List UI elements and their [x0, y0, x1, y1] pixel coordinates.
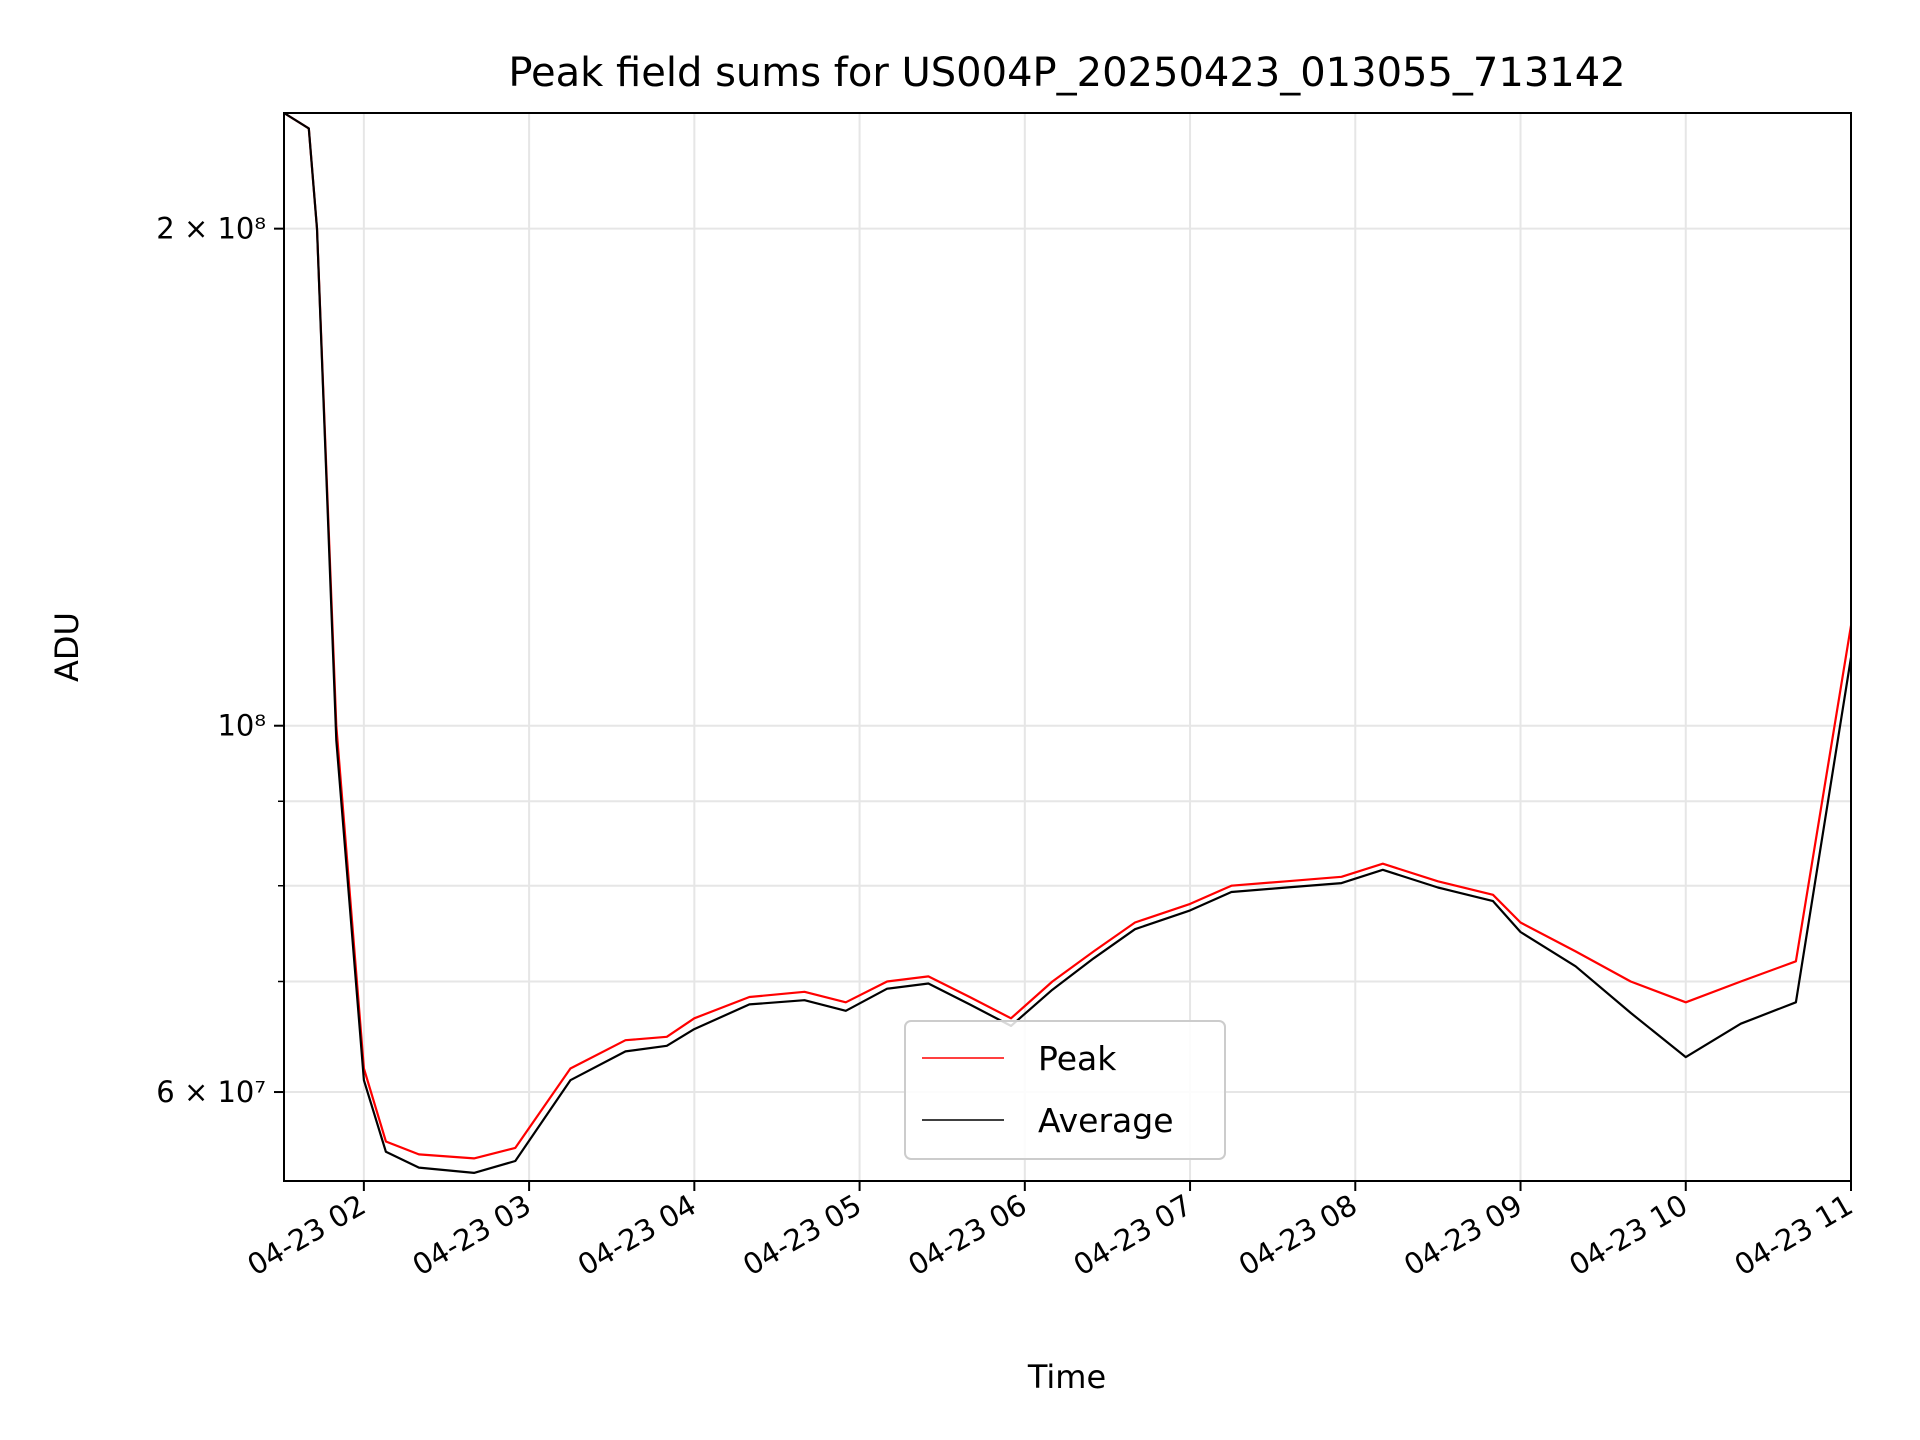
grid [284, 113, 1852, 1181]
legend-label-peak: Peak [1038, 1039, 1117, 1078]
chart-title: Peak field sums for US004P_20250423_0130… [508, 50, 1625, 96]
x-tick-label: 04-23 05 [737, 1188, 867, 1283]
x-tick-label: 04-23 11 [1729, 1188, 1859, 1283]
legend: Peak Average [904, 1020, 1226, 1160]
series-layer [284, 113, 1851, 1175]
x-tick-label: 04-23 02 [241, 1188, 371, 1283]
x-tick-label: 04-23 08 [1233, 1188, 1363, 1283]
series-average-line [284, 113, 1851, 1175]
x-axis: 04-23 02 04-23 03 04-23 04 04-23 05 04-23 06… [241, 1181, 1859, 1283]
y-axis: 6 × 10⁷ 10⁸ 2 × 10⁸ [156, 212, 284, 1109]
x-tick-label: 04-23 04 [572, 1188, 702, 1283]
series-peak-line [284, 113, 1851, 1160]
plot-frame [283, 112, 1852, 1182]
x-tick-label: 04-23 03 [407, 1188, 537, 1283]
y-tick-label: 10⁸ [217, 709, 266, 743]
y-tick-label: 6 × 10⁷ [156, 1075, 266, 1109]
y-tick-label: 2 × 10⁸ [156, 212, 266, 246]
y-axis-label: ADU [48, 612, 86, 682]
x-tick-label: 04-23 07 [1068, 1188, 1198, 1283]
x-tick-label: 04-23 06 [902, 1188, 1032, 1283]
x-axis-label: Time [1027, 1358, 1106, 1396]
legend-box [904, 1020, 1226, 1160]
x-tick-label: 04-23 10 [1563, 1188, 1693, 1283]
x-tick-label: 04-23 09 [1398, 1188, 1528, 1283]
legend-label-average: Average [1038, 1101, 1174, 1140]
